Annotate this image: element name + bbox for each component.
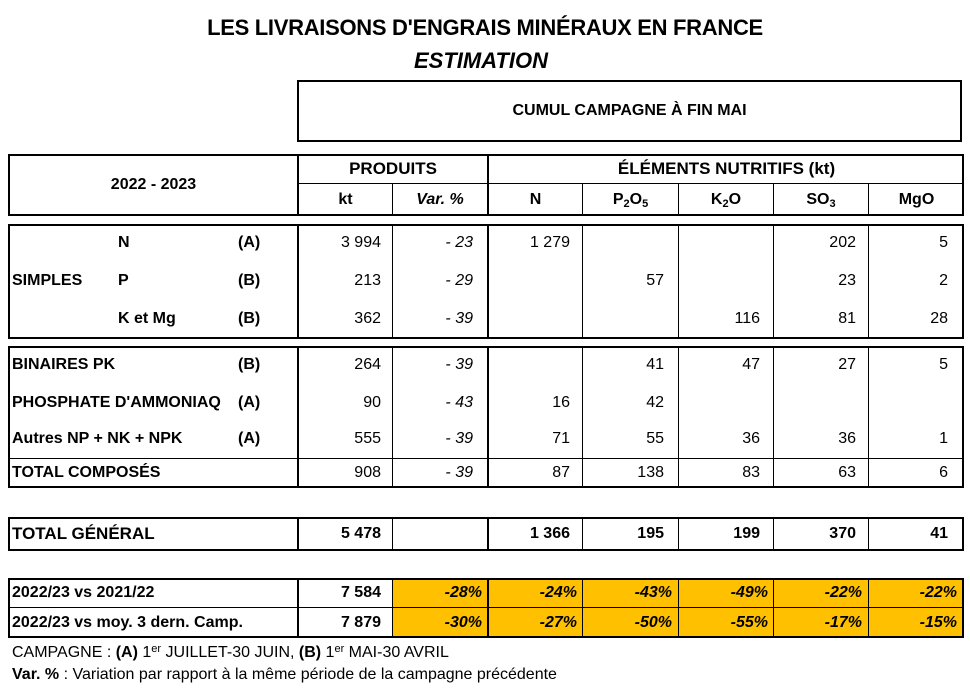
simples-label: SIMPLES (12, 272, 83, 289)
cell-n: 16 (552, 394, 570, 411)
cell-n: -24% (539, 584, 577, 601)
cell-mgo: 5 (939, 356, 948, 373)
cell-k2o: 36 (742, 430, 760, 447)
cell-mgo: 5 (939, 234, 948, 251)
row-code: (A) (238, 394, 261, 411)
page-subtitle: ESTIMATION (414, 48, 549, 73)
produits-header: PRODUITS (349, 159, 437, 178)
cell-k2o: -55% (730, 614, 768, 631)
cell-so3: -17% (824, 614, 862, 631)
cell-kt: 90 (363, 394, 381, 411)
cell-so3: 81 (838, 310, 856, 327)
mgo-header: MgO (898, 191, 935, 208)
cell-k2o: 83 (742, 464, 760, 481)
cell-var: -28% (444, 584, 482, 601)
footnote-var: Var. % : Variation par rapport à la même… (12, 666, 557, 683)
cell-var: - 43 (445, 394, 473, 411)
cell-so3: 23 (838, 272, 856, 289)
header-block (8, 154, 964, 216)
cell-var: - 39 (445, 464, 473, 481)
table-row-label: Autres NP + NK + NPK (12, 430, 183, 447)
cell-var: - 23 (445, 234, 473, 251)
page-title: LES LIVRAISONS D'ENGRAIS MINÉRAUX EN FRA… (207, 15, 763, 40)
row-code: (B) (238, 310, 261, 327)
cell-k2o: -49% (730, 584, 768, 601)
footnote-campagne: CAMPAGNE : (A) 1er JUILLET-30 JUIN, (B) … (12, 643, 449, 662)
cell-var: - 39 (445, 356, 473, 373)
cell-kt: 7 584 (340, 584, 381, 601)
row-code: (A) (238, 430, 261, 447)
cell-p2o5: -50% (634, 614, 672, 631)
comparison-label: 2022/23 vs moy. 3 dern. Camp. (12, 614, 243, 631)
cell-mgo: -15% (919, 614, 957, 631)
cell-var: - 39 (445, 310, 473, 327)
cell-n: 1 279 (529, 234, 570, 251)
table-row-label: K et Mg (118, 310, 176, 327)
kt-header: kt (338, 191, 353, 208)
cell-var: - 39 (445, 430, 473, 447)
total-general-label: TOTAL GÉNÉRAL (12, 524, 155, 543)
cell-kt: 362 (354, 310, 381, 327)
campaign-label: 2022 - 2023 (110, 176, 197, 193)
cell-k2o: 199 (733, 525, 760, 542)
cell-kt: 3 994 (340, 234, 381, 251)
total-composes-label: TOTAL COMPOSÉS (12, 464, 161, 481)
cell-n: -27% (539, 614, 577, 631)
cell-p2o5: 195 (637, 525, 664, 542)
comparison-block (8, 578, 964, 638)
cell-mgo: -22% (919, 584, 957, 601)
cell-p2o5: 41 (646, 356, 664, 373)
cell-so3: 370 (829, 525, 856, 542)
cell-kt: 5 478 (340, 525, 381, 542)
cell-kt: 555 (354, 430, 381, 447)
table-row-label: PHOSPHATE D'AMMONIAQ (12, 394, 221, 411)
cell-n: 1 366 (529, 525, 570, 542)
comparison-label: 2022/23 vs 2021/22 (12, 584, 155, 601)
cell-kt: 213 (354, 272, 381, 289)
cell-k2o: 116 (734, 310, 760, 327)
table-row-label: BINAIRES PK (12, 356, 116, 373)
cell-kt: 7 879 (340, 614, 381, 631)
cell-p2o5: -43% (634, 584, 672, 601)
cell-mgo: 1 (939, 430, 948, 447)
table-row-label: N (118, 234, 130, 251)
simples-block (8, 224, 964, 339)
cell-kt: 264 (354, 356, 381, 373)
row-code: (B) (238, 356, 261, 373)
cell-mgo: 2 (939, 272, 948, 289)
p2o5-header: P2O5 (612, 191, 649, 210)
cell-kt: 908 (354, 464, 381, 481)
row-code: (A) (238, 234, 261, 251)
cell-mgo: 41 (930, 525, 948, 542)
cell-p2o5: 42 (646, 394, 664, 411)
so3-header: SO3 (806, 191, 836, 210)
cell-p2o5: 138 (637, 464, 664, 481)
total-general-row (8, 517, 964, 551)
k2o-header: K2O (710, 191, 742, 210)
cell-mgo: 6 (939, 464, 948, 481)
cell-so3: 202 (829, 234, 856, 251)
n-header: N (529, 191, 542, 208)
cell-so3: 36 (838, 430, 856, 447)
cell-var: - 29 (445, 272, 473, 289)
cell-p2o5: 57 (646, 272, 664, 289)
cell-k2o: 47 (742, 356, 760, 373)
table-row-label: P (118, 272, 129, 289)
cell-n: 87 (552, 464, 570, 481)
cell-mgo: 28 (930, 310, 948, 327)
row-code: (B) (238, 272, 261, 289)
elements-header: ÉLÉMENTS NUTRITIFS (kt) (617, 159, 836, 178)
cell-so3: -22% (824, 584, 862, 601)
cell-p2o5: 55 (646, 430, 664, 447)
cell-so3: 27 (838, 356, 856, 373)
cell-so3: 63 (838, 464, 856, 481)
composes-block (8, 346, 964, 488)
cell-var: -30% (444, 614, 482, 631)
period-header: CUMUL CAMPAGNE À FIN MAI (297, 80, 962, 142)
var-header: Var. % (416, 191, 464, 208)
cell-n: 71 (552, 430, 570, 447)
